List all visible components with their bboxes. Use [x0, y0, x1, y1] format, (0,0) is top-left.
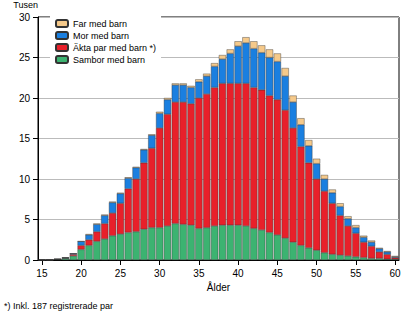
svg-text:0: 0 [24, 255, 30, 266]
svg-text:25: 25 [19, 52, 31, 63]
svg-text:55: 55 [350, 268, 362, 279]
svg-text:30: 30 [154, 268, 166, 279]
svg-text:30: 30 [19, 12, 31, 23]
svg-text:10: 10 [19, 174, 31, 185]
svg-text:Äkta par med barn *): Äkta par med barn *) [73, 43, 156, 53]
svg-text:Mor med barn: Mor med barn [73, 31, 129, 41]
svg-text:Tusen: Tusen [13, 0, 38, 10]
svg-text:Ålder: Ålder [207, 281, 231, 293]
svg-text:45: 45 [272, 268, 284, 279]
svg-text:20: 20 [76, 268, 88, 279]
svg-text:40: 40 [233, 268, 245, 279]
svg-text:25: 25 [115, 268, 127, 279]
svg-text:*) Inkl. 187 registrerade par: *) Inkl. 187 registrerade par [4, 301, 113, 311]
svg-text:15: 15 [36, 268, 48, 279]
svg-text:50: 50 [311, 268, 323, 279]
svg-text:35: 35 [193, 268, 205, 279]
svg-text:Far med barn: Far med barn [73, 19, 127, 29]
svg-text:20: 20 [19, 93, 31, 104]
svg-text:Sambor med barn: Sambor med barn [73, 55, 145, 65]
svg-text:5: 5 [24, 214, 30, 225]
svg-text:60: 60 [390, 268, 402, 279]
svg-text:15: 15 [19, 133, 31, 144]
